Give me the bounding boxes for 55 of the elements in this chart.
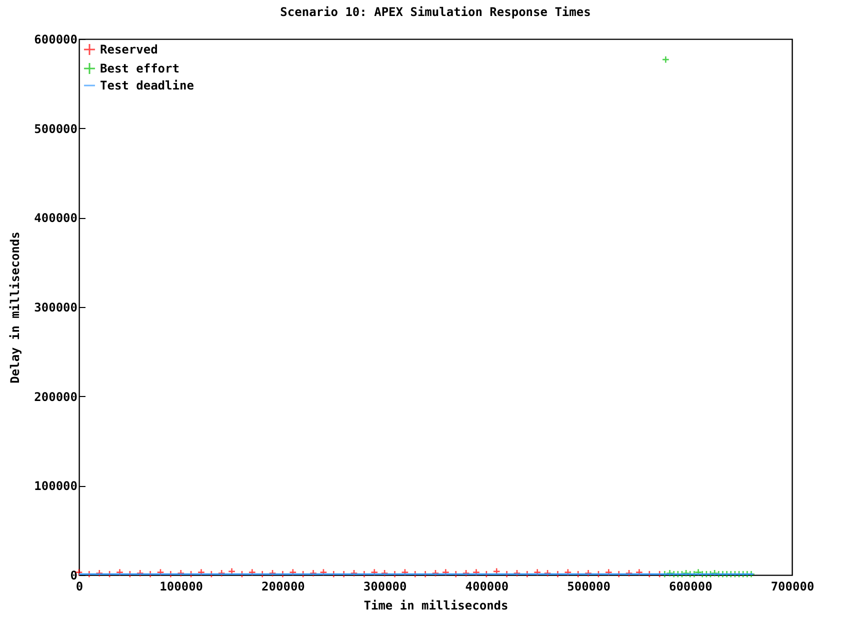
point [248,568,256,576]
x-axis-title: Time in milliseconds [364,598,508,612]
point [136,569,144,578]
point [472,568,480,576]
point [96,569,104,578]
point [320,568,328,576]
y-axis-title: Delay in milliseconds [8,232,22,384]
point [370,568,378,576]
x-tick-label: 600000 [668,580,712,594]
legend-label: Best effort [100,62,180,76]
y-tick-label: 0 [70,568,78,582]
point [635,568,644,576]
point [694,568,702,576]
point [197,568,206,576]
point [289,568,297,576]
point [177,569,185,578]
x-tick-label: 400000 [465,580,509,594]
y-tick-label: 400000 [34,211,78,226]
y-tick-label: 600000 [34,32,78,46]
y-tick-label: 100000 [34,479,78,494]
point [462,569,470,578]
point [513,569,521,578]
point [401,568,409,576]
x-tick-label: 500000 [567,580,610,594]
chart-title: Scenario 10: APEX Simulation Response Times [280,5,591,19]
x-tick-label: 100000 [160,580,204,594]
point [228,568,236,576]
point [625,569,633,578]
point [710,569,718,578]
point [309,569,318,578]
point [218,569,226,578]
x-tick-label: 300000 [363,580,407,594]
y-tick-label: 500000 [34,122,78,136]
point [380,569,388,578]
point [442,568,450,576]
legend-label: Test deadline [100,78,194,92]
point [116,568,124,576]
point [682,569,690,578]
point [666,569,674,578]
point [544,569,552,578]
point [156,568,164,576]
point [534,568,542,576]
y-tick-label: 200000 [34,390,78,404]
point [584,569,592,578]
point [604,568,612,576]
x-tick-label: 700000 [770,580,814,594]
legend-label: Reserved [100,42,158,56]
point [350,569,358,578]
point [432,569,440,578]
y-tick-label: 300000 [34,300,78,314]
point [564,568,572,576]
point [268,569,276,578]
point [492,568,500,576]
point [662,56,670,64]
x-tick-label: 200000 [262,580,305,594]
